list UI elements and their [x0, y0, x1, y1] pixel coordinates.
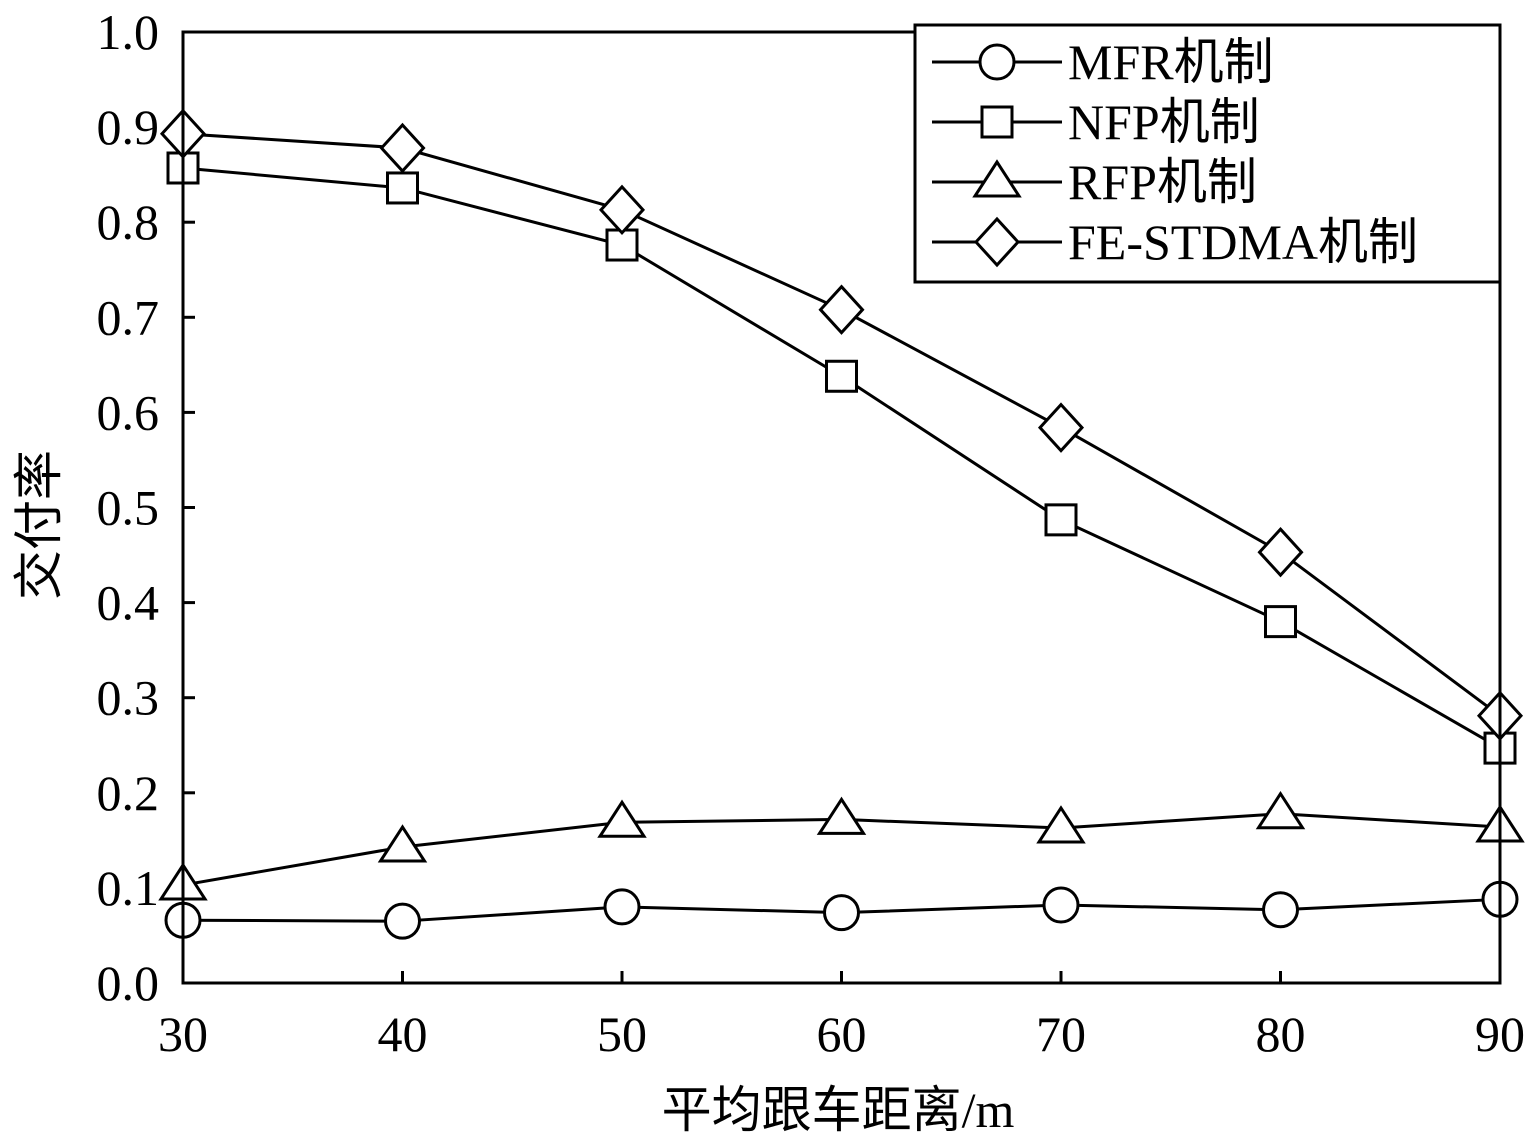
x-tick-label: 70 — [1036, 1006, 1086, 1062]
x-tick-label: 30 — [158, 1006, 208, 1062]
x-axis-ticks: 30 40 50 60 70 80 90 — [158, 971, 1525, 1062]
data-point-square — [825, 359, 858, 393]
x-tick-label: 60 — [817, 1006, 867, 1062]
x-tick-label: 40 — [378, 1006, 428, 1062]
data-point-circle — [823, 894, 860, 932]
y-tick-label: 0.5 — [97, 480, 160, 536]
data-point-triangle — [1255, 790, 1306, 830]
y-axis-ticks: 0.0 0.1 0.2 0.3 0.4 0.5 0.6 0.7 0.8 0.9 1.0 — [97, 4, 195, 1011]
legend-marker-diamond — [973, 216, 1021, 268]
data-point-diamond — [1257, 526, 1304, 578]
legend-label: RFP机制 — [1068, 154, 1257, 210]
data-point-triangle — [816, 796, 867, 835]
y-tick-label: 0.7 — [97, 289, 160, 345]
y-tick-label: 0.0 — [97, 955, 160, 1011]
y-tick-label: 0.4 — [97, 575, 160, 631]
x-tick-label: 90 — [1475, 1006, 1525, 1062]
y-tick-label: 0.6 — [97, 384, 160, 440]
legend-label: NFP机制 — [1068, 94, 1260, 150]
series-triangle — [158, 790, 1525, 901]
data-point-square — [1044, 503, 1078, 537]
plot-frame — [181, 30, 1502, 985]
data-point-triangle — [377, 824, 428, 863]
y-tick-label: 1.0 — [97, 4, 160, 60]
data-point-diamond — [379, 122, 426, 174]
data-point-diamond — [598, 184, 646, 236]
legend-label: MFR机制 — [1068, 34, 1274, 90]
data-point-triangle — [1036, 805, 1086, 844]
x-axis-title: 平均跟车距离/m — [662, 1082, 1015, 1138]
data-point-triangle — [597, 799, 647, 838]
data-point-circle — [1042, 886, 1080, 924]
y-tick-label: 0.1 — [97, 860, 160, 916]
data-point-square — [1264, 605, 1297, 639]
data-point-circle — [384, 902, 421, 940]
legend-marker-square — [980, 105, 1014, 139]
series-circle — [164, 880, 1519, 940]
y-axis-title: 交付率 — [11, 450, 67, 600]
x-tick-label: 80 — [1256, 1006, 1306, 1062]
y-tick-label: 0.3 — [97, 670, 160, 726]
data-point-circle — [603, 888, 641, 926]
legend-label: FE-STDMA机制 — [1068, 214, 1418, 270]
y-tick-label: 0.9 — [97, 99, 160, 155]
series-square — [166, 151, 1517, 765]
x-tick-label: 50 — [597, 1006, 647, 1062]
data-point-square — [386, 171, 419, 205]
data-point-diamond — [818, 284, 865, 335]
y-tick-label: 0.8 — [97, 194, 160, 250]
legend-marker-circle — [978, 43, 1016, 81]
y-tick-label: 0.2 — [97, 765, 160, 821]
legend-marker-triangle — [972, 159, 1022, 198]
data-point-circle — [1262, 891, 1299, 929]
data-point-diamond — [1037, 402, 1085, 453]
